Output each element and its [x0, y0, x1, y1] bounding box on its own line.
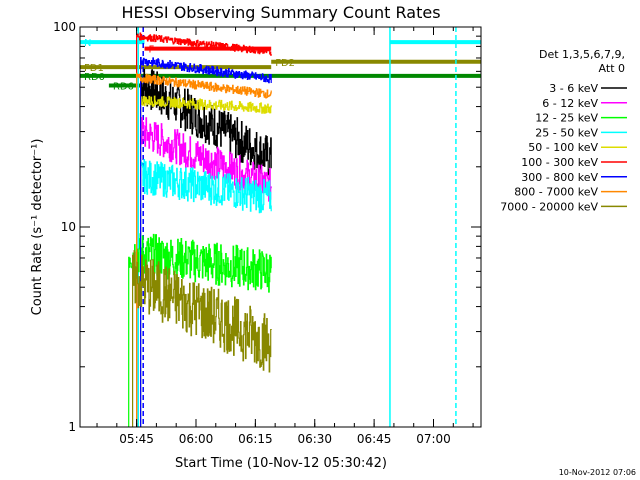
x-tick-label-2: 06:15 [238, 432, 273, 446]
series-line-7000-20000-keV [132, 250, 272, 427]
timestamp: 10-Nov-2012 07:06 [559, 468, 636, 477]
legend-label-7: 800 - 7000 keV [514, 186, 598, 199]
y-axis-label: Count Rate (s⁻¹ detector⁻¹) [30, 139, 45, 316]
flag-label-f: F [149, 45, 155, 56]
flag-label-fd1: FD1 [84, 63, 104, 74]
plot-area: F N FD1 FD2 RD0 RD6 [80, 27, 481, 427]
series-line-100-300-keV [136, 32, 272, 427]
legend-label-2: 12 - 25 keV [535, 112, 598, 125]
legend-label-6: 300 - 800 keV [521, 171, 598, 184]
x-tick-label-1: 06:00 [179, 432, 214, 446]
flag-label-fd2: FD2 [275, 58, 295, 69]
legend-label-8: 7000 - 20000 keV [500, 200, 598, 213]
x-axis-label: Start Time (10-Nov-12 05:30:42) [175, 456, 387, 471]
series-line-12-25-keV [128, 233, 272, 427]
legend-label-3: 25 - 50 keV [535, 126, 598, 139]
series-line-800-7000-keV [136, 72, 272, 427]
legend-label-1: 6 - 12 keV [542, 97, 598, 110]
chart-title: HESSI Observing Summary Count Rates [121, 3, 440, 22]
legend-label-4: 50 - 100 keV [528, 141, 598, 154]
series-line-25-50-keV [140, 159, 272, 427]
y-tick-label-0: 1 [68, 420, 76, 434]
legend-header-line-2: Att 0 [599, 62, 625, 75]
legend-header-line-1: Det 1,3,5,6,7,9, [539, 48, 625, 61]
y-tick-label-2: 100 [53, 20, 76, 34]
legend: Det 1,3,5,6,7,9, Att 0 3 - 6 keV 6 - 12 k… [500, 48, 627, 213]
x-tick-label-3: 06:30 [297, 432, 332, 446]
x-tick-label-4: 06:45 [357, 432, 392, 446]
flag-label-rd0: RD0 [84, 72, 105, 83]
x-tick-label-5: 07:00 [416, 432, 451, 446]
y-tick-label-1: 10 [61, 220, 76, 234]
legend-label-5: 100 - 300 keV [521, 156, 598, 169]
flag-label-rd6: RD6 [113, 81, 134, 92]
flag-label-n: N [84, 38, 91, 49]
series-line-50-100-keV [140, 95, 272, 427]
x-tick-label-0: 05:45 [119, 432, 154, 446]
axes: 05:45 06:00 06:15 06:30 06:45 07:00 1 10 100 [53, 20, 481, 446]
legend-label-0: 3 - 6 keV [549, 82, 598, 95]
series-line-300-800-keV [140, 57, 272, 427]
